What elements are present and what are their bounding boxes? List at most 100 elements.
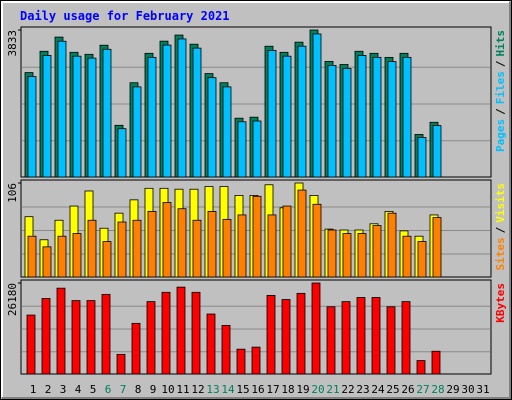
bar	[252, 120, 262, 178]
bar	[42, 246, 52, 278]
x-tick-label: 21	[326, 383, 339, 396]
x-tick-label: 28	[431, 383, 444, 396]
bar	[117, 221, 127, 278]
bar	[312, 33, 322, 178]
bar	[386, 306, 396, 375]
x-tick-label: 2	[45, 383, 52, 396]
bar	[192, 219, 202, 278]
bar	[56, 287, 66, 375]
x-tick-label: 14	[221, 383, 235, 396]
bar	[417, 137, 427, 178]
bar	[72, 233, 82, 278]
bar	[342, 233, 352, 278]
legend: KBytes	[494, 283, 507, 323]
x-tick-label: 3	[60, 383, 67, 396]
x-tick-label: 23	[356, 383, 369, 396]
x-tick-label: 26	[401, 383, 414, 396]
bar	[191, 291, 201, 375]
bar	[26, 314, 36, 375]
bar	[401, 301, 411, 375]
bar	[402, 235, 412, 278]
x-tick-label: 31	[476, 383, 489, 396]
bar	[57, 235, 67, 278]
bar	[57, 40, 67, 178]
bar	[42, 55, 52, 178]
bar	[222, 86, 232, 178]
bar	[27, 235, 37, 278]
legend-entry: Hits	[494, 30, 507, 57]
bar	[176, 286, 186, 375]
x-tick-label: 5	[90, 383, 97, 396]
bar	[417, 241, 427, 278]
bar	[327, 229, 337, 278]
bar	[132, 219, 142, 278]
legend-entry: Files	[494, 71, 507, 104]
x-tick-label: 1	[30, 383, 37, 396]
x-tick-label: 6	[105, 383, 112, 396]
legend-entry: Pages	[494, 119, 507, 152]
x-tick-label: 22	[341, 383, 354, 396]
bar	[41, 298, 51, 375]
bar	[297, 45, 307, 178]
y-tick-label: 106	[6, 183, 19, 203]
x-tick-label: 15	[236, 383, 249, 396]
bar	[252, 195, 262, 278]
x-tick-label: 29	[446, 383, 459, 396]
y-tick-label: 26180	[6, 283, 19, 316]
bar	[161, 291, 171, 375]
bar	[387, 212, 397, 278]
bar	[177, 38, 187, 178]
bar	[221, 324, 231, 375]
bar	[357, 55, 367, 178]
x-tick-label: 25	[386, 383, 399, 396]
bar	[372, 56, 382, 178]
x-tick-label: 7	[120, 383, 127, 396]
bar	[357, 233, 367, 278]
legend-entry: Sites	[494, 237, 507, 270]
bar	[387, 61, 397, 178]
bar	[432, 217, 442, 278]
bar	[102, 241, 112, 278]
bar	[87, 57, 97, 178]
legend-separator: /	[494, 226, 507, 233]
bar	[251, 346, 261, 375]
legend-entry: KBytes	[494, 283, 507, 323]
bar	[236, 348, 246, 375]
bar	[162, 202, 172, 278]
bar	[147, 210, 157, 278]
bar	[87, 219, 97, 278]
x-tick-label: 13	[206, 383, 219, 396]
bar	[372, 225, 382, 278]
x-tick-label: 24	[371, 383, 385, 396]
bar	[342, 68, 352, 178]
x-tick-label: 16	[251, 383, 264, 396]
bar	[297, 189, 307, 278]
bar	[71, 300, 81, 375]
bar	[102, 48, 112, 178]
bar	[267, 214, 277, 278]
x-tick-label: 11	[176, 383, 189, 396]
bar	[282, 205, 292, 278]
bar	[432, 125, 442, 178]
bar	[101, 293, 111, 375]
bar	[402, 56, 412, 178]
bar	[207, 77, 217, 178]
bar	[177, 208, 187, 278]
x-tick-label: 20	[311, 383, 324, 396]
bar	[206, 313, 216, 375]
bar	[327, 64, 337, 178]
bar	[117, 128, 127, 178]
bar	[296, 292, 306, 375]
bar	[281, 299, 291, 375]
x-tick-label: 12	[191, 383, 204, 396]
x-tick-label: 18	[281, 383, 294, 396]
bar	[132, 86, 142, 178]
bar	[416, 360, 426, 375]
legend: Sites / Visits	[494, 183, 507, 271]
bar	[282, 55, 292, 178]
bar	[326, 306, 336, 375]
bar	[27, 76, 37, 178]
legend-separator: /	[494, 108, 507, 115]
